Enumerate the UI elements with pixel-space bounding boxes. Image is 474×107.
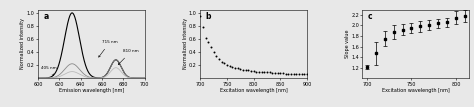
Text: 405 nm: 405 nm — [41, 66, 56, 76]
Text: c: c — [368, 12, 373, 21]
Point — [274, 72, 282, 74]
Point — [210, 51, 218, 53]
Point — [237, 68, 244, 70]
Point — [301, 73, 308, 75]
Point — [220, 62, 228, 64]
Text: 715 nm: 715 nm — [99, 40, 118, 57]
Point — [282, 73, 290, 74]
Point — [290, 73, 297, 74]
Point — [228, 66, 236, 68]
Point — [199, 26, 207, 28]
Text: 810 nm: 810 nm — [118, 49, 139, 65]
Y-axis label: Slope value: Slope value — [345, 30, 350, 58]
Point — [276, 72, 284, 74]
Point — [303, 73, 311, 75]
Point — [223, 64, 231, 66]
Point — [261, 71, 268, 73]
Point — [250, 70, 257, 72]
Point — [239, 69, 246, 71]
Point — [271, 72, 279, 74]
X-axis label: Excitation wavelength [nm]: Excitation wavelength [nm] — [220, 88, 287, 93]
Point — [245, 69, 252, 71]
Point — [204, 41, 212, 43]
Point — [196, 15, 204, 17]
Text: b: b — [206, 12, 211, 21]
Point — [207, 47, 215, 48]
Point — [212, 55, 220, 57]
Point — [226, 65, 233, 67]
Point — [202, 37, 210, 39]
Point — [215, 58, 223, 60]
Point — [263, 71, 271, 73]
Point — [258, 71, 265, 72]
Point — [292, 73, 300, 74]
Point — [242, 69, 249, 71]
Point — [295, 73, 303, 74]
Point — [279, 72, 287, 74]
Point — [284, 73, 292, 74]
Point — [287, 73, 295, 74]
X-axis label: Emission wavelength [nm]: Emission wavelength [nm] — [59, 88, 124, 93]
X-axis label: Excitation wavelength [nm]: Excitation wavelength [nm] — [382, 88, 450, 93]
Point — [234, 68, 241, 69]
Point — [268, 72, 276, 74]
Point — [231, 67, 239, 68]
Point — [298, 73, 305, 75]
Point — [266, 71, 273, 73]
Point — [253, 71, 260, 72]
Y-axis label: Normalized intensity: Normalized intensity — [20, 18, 25, 69]
Text: a: a — [43, 12, 48, 21]
Point — [255, 71, 263, 72]
Point — [218, 61, 225, 63]
Y-axis label: Normalized Intensity: Normalized Intensity — [182, 18, 188, 69]
Point — [247, 70, 255, 72]
